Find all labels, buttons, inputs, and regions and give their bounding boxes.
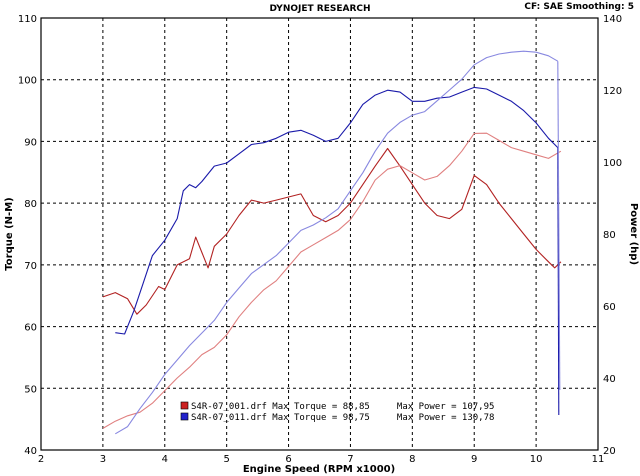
x-tick-label: 10 [530, 454, 543, 465]
series-line-1-torque [102, 147, 562, 315]
plot-frame [40, 17, 599, 451]
x-tick-label: 9 [471, 454, 477, 465]
legend-entry-run1: S4R-07_001.drf Max Torque = 88,85 Max Po… [191, 402, 494, 412]
series-drop-run2-torque [557, 147, 560, 416]
series-line-2-power [102, 132, 562, 429]
y-left-tick-label: 70 [24, 261, 37, 272]
y-right-tick-label: 20 [603, 446, 616, 457]
grid-lines [41, 18, 598, 450]
x-tick-label: 3 [100, 454, 106, 465]
legend: S4R-07_001.drf Max Torque = 88,85 Max Po… [180, 401, 494, 423]
y-right-tick-label: 60 [603, 302, 616, 313]
x-tick-label: 7 [347, 454, 353, 465]
y-left-tick-label: 50 [24, 384, 37, 395]
legend-swatch-run1 [180, 401, 189, 410]
y-axis-right-title: Power (hp) [628, 203, 639, 265]
settings-label: CF: SAE Smoothing: 5 [524, 2, 634, 12]
legend-entry-run2: S4R-07_011.drf Max Torque = 98,75 Max Po… [191, 413, 494, 423]
series-drop-run2-power [557, 61, 561, 391]
legend-swatch-run2 [180, 412, 189, 421]
y-left-tick-label: 40 [24, 446, 37, 457]
x-tick-label: 8 [409, 454, 415, 465]
y-axis-left-title: Torque (N-M) [4, 197, 15, 270]
y-left-tick-label: 80 [24, 199, 37, 210]
x-tick-label: 4 [162, 454, 168, 465]
series-line-3-torque [115, 86, 559, 335]
y-left-tick-label: 90 [24, 137, 37, 148]
y-left-tick-label: 100 [18, 76, 37, 87]
x-axis-title: Engine Speed (RPM x1000) [243, 464, 395, 475]
y-right-tick-label: 100 [603, 158, 622, 169]
y-right-tick-label: 140 [603, 14, 622, 25]
chart-title: DYNOJET RESEARCH [269, 4, 370, 14]
series-line-4-power [115, 50, 559, 435]
y-left-tick-label: 60 [24, 323, 37, 334]
curves [102, 50, 562, 435]
tick-labels: 2 3 4 5 6 7 8 9 10 11 40 50 60 70 80 90 100 110 20 40 60 80 10… [18, 14, 622, 465]
y-right-tick-label: 80 [603, 230, 616, 241]
x-tick-label: 6 [285, 454, 291, 465]
y-left-tick-label: 110 [18, 14, 37, 25]
x-tick-label: 2 [38, 454, 44, 465]
x-tick-label: 11 [592, 454, 605, 465]
y-right-tick-label: 40 [603, 374, 616, 385]
y-right-tick-label: 120 [603, 86, 622, 97]
x-tick-label: 5 [223, 454, 229, 465]
